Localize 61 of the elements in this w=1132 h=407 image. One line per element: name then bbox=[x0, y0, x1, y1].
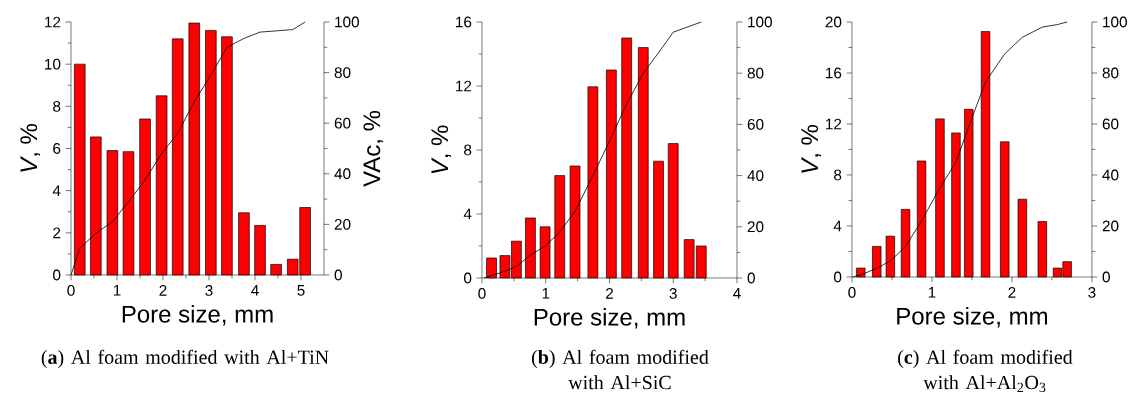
y-tick-label: 0 bbox=[833, 271, 842, 283]
x-tick-label: 4 bbox=[251, 285, 259, 296]
y-tick-label: 8 bbox=[834, 169, 842, 181]
y-tick-label: 12 bbox=[826, 118, 842, 130]
y-axis-title: V, % bbox=[431, 125, 452, 174]
x-tick-label: 3 bbox=[205, 285, 213, 296]
y-tick-label: 6 bbox=[53, 143, 61, 154]
x-tick-label: 2 bbox=[1008, 287, 1016, 298]
y2-tick-label: 100 bbox=[1103, 16, 1127, 28]
x-tick-label: 4 bbox=[733, 288, 741, 299]
y2-tick-label: 100 bbox=[335, 16, 359, 28]
y2-axis-title: VAc, % bbox=[363, 110, 384, 187]
x-tick-label: 2 bbox=[159, 285, 167, 296]
x-tick-label: 3 bbox=[669, 288, 677, 299]
y-tick-label: 20 bbox=[825, 16, 842, 28]
y2-tick-label: 40 bbox=[334, 168, 351, 180]
x-axis-title: Pore size, mm bbox=[534, 308, 685, 329]
y-tick-label: 4 bbox=[833, 220, 842, 232]
y2-tick-label: 0 bbox=[1102, 271, 1110, 283]
y2-tick-label: 80 bbox=[1102, 67, 1119, 79]
x-tick-label: 1 bbox=[928, 287, 936, 298]
x-tick-label: 0 bbox=[67, 285, 75, 296]
y-tick-label: 8 bbox=[53, 100, 61, 112]
y2-tick-label: 60 bbox=[747, 118, 764, 130]
y2-tick-label: 40 bbox=[747, 170, 764, 182]
y-tick-label: 8 bbox=[464, 144, 472, 156]
text: (a) Al foam modified with Al+TiN bbox=[41, 349, 329, 369]
y-tick-label: 12 bbox=[45, 16, 61, 28]
text: (b) Al foam modified with Al+SiC bbox=[531, 349, 709, 390]
y2-tick-label: 20 bbox=[1102, 220, 1119, 232]
text: (c) Al foam modified with Al+Al$_{2}$O$_{3}$ bbox=[898, 349, 1073, 393]
y-tick-label: 16 bbox=[456, 16, 472, 28]
x-tick-label: 0 bbox=[848, 287, 856, 298]
y2-tick-label: 40 bbox=[1102, 169, 1119, 181]
x-tick-label: 2 bbox=[605, 288, 613, 299]
x-tick-label: 1 bbox=[113, 285, 121, 296]
x-axis-title: Pore size, mm bbox=[897, 307, 1048, 328]
x-tick-label: 3 bbox=[1088, 287, 1096, 298]
y-tick-label: 12 bbox=[456, 80, 472, 92]
y-tick-label: 16 bbox=[826, 67, 842, 79]
y-tick-label: 4 bbox=[52, 185, 61, 196]
y-tick-label: 0 bbox=[53, 269, 61, 281]
y2-tick-label: 0 bbox=[334, 269, 342, 281]
x-tick-label: 1 bbox=[542, 288, 550, 299]
y2-tick-label: 60 bbox=[334, 117, 351, 129]
y2-tick-label: 20 bbox=[747, 221, 764, 233]
y-tick-label: 2 bbox=[53, 227, 61, 239]
y2-tick-label: 80 bbox=[747, 67, 764, 79]
y-axis-title: V, % bbox=[20, 124, 41, 172]
y2-tick-label: 60 bbox=[1102, 118, 1119, 130]
x-axis-title: Pore size, mm bbox=[122, 305, 273, 326]
x-tick-label: 0 bbox=[478, 288, 486, 299]
y2-tick-label: 100 bbox=[748, 16, 772, 28]
y-tick-label: 0 bbox=[464, 272, 472, 284]
y2-tick-label: 0 bbox=[747, 272, 755, 284]
y2-tick-label: 20 bbox=[334, 218, 351, 230]
y-tick-label: 10 bbox=[45, 58, 61, 70]
y-axis-title: V, % bbox=[801, 125, 822, 173]
y-tick-label: 4 bbox=[463, 208, 472, 220]
y2-tick-label: 80 bbox=[334, 67, 351, 79]
x-tick-label: 5 bbox=[297, 285, 305, 296]
